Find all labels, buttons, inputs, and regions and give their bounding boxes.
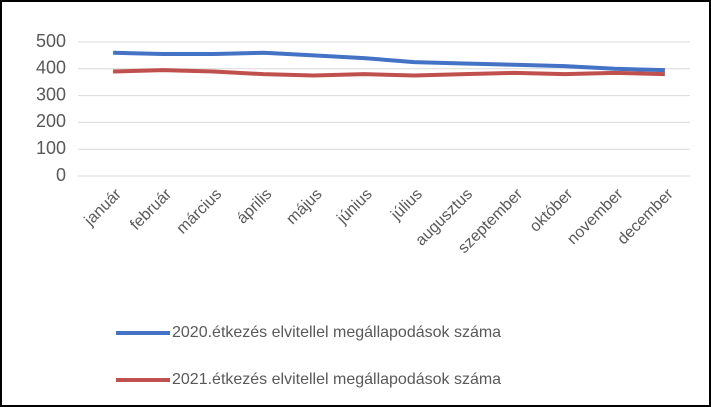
series-line bbox=[113, 68, 665, 78]
y-tick-label: 500 bbox=[36, 31, 66, 51]
y-tick-label: 400 bbox=[36, 58, 66, 78]
legend-label: 2021.étkezés elvitellel megállapodások s… bbox=[172, 371, 501, 388]
y-tick-label: 200 bbox=[36, 111, 66, 131]
y-tick-label: 300 bbox=[36, 84, 66, 104]
legend-label: 2020.étkezés elvitellel megállapodások s… bbox=[172, 324, 501, 341]
y-tick-label: 0 bbox=[56, 165, 66, 185]
series-line bbox=[113, 50, 665, 73]
y-tick-label: 100 bbox=[36, 138, 66, 158]
